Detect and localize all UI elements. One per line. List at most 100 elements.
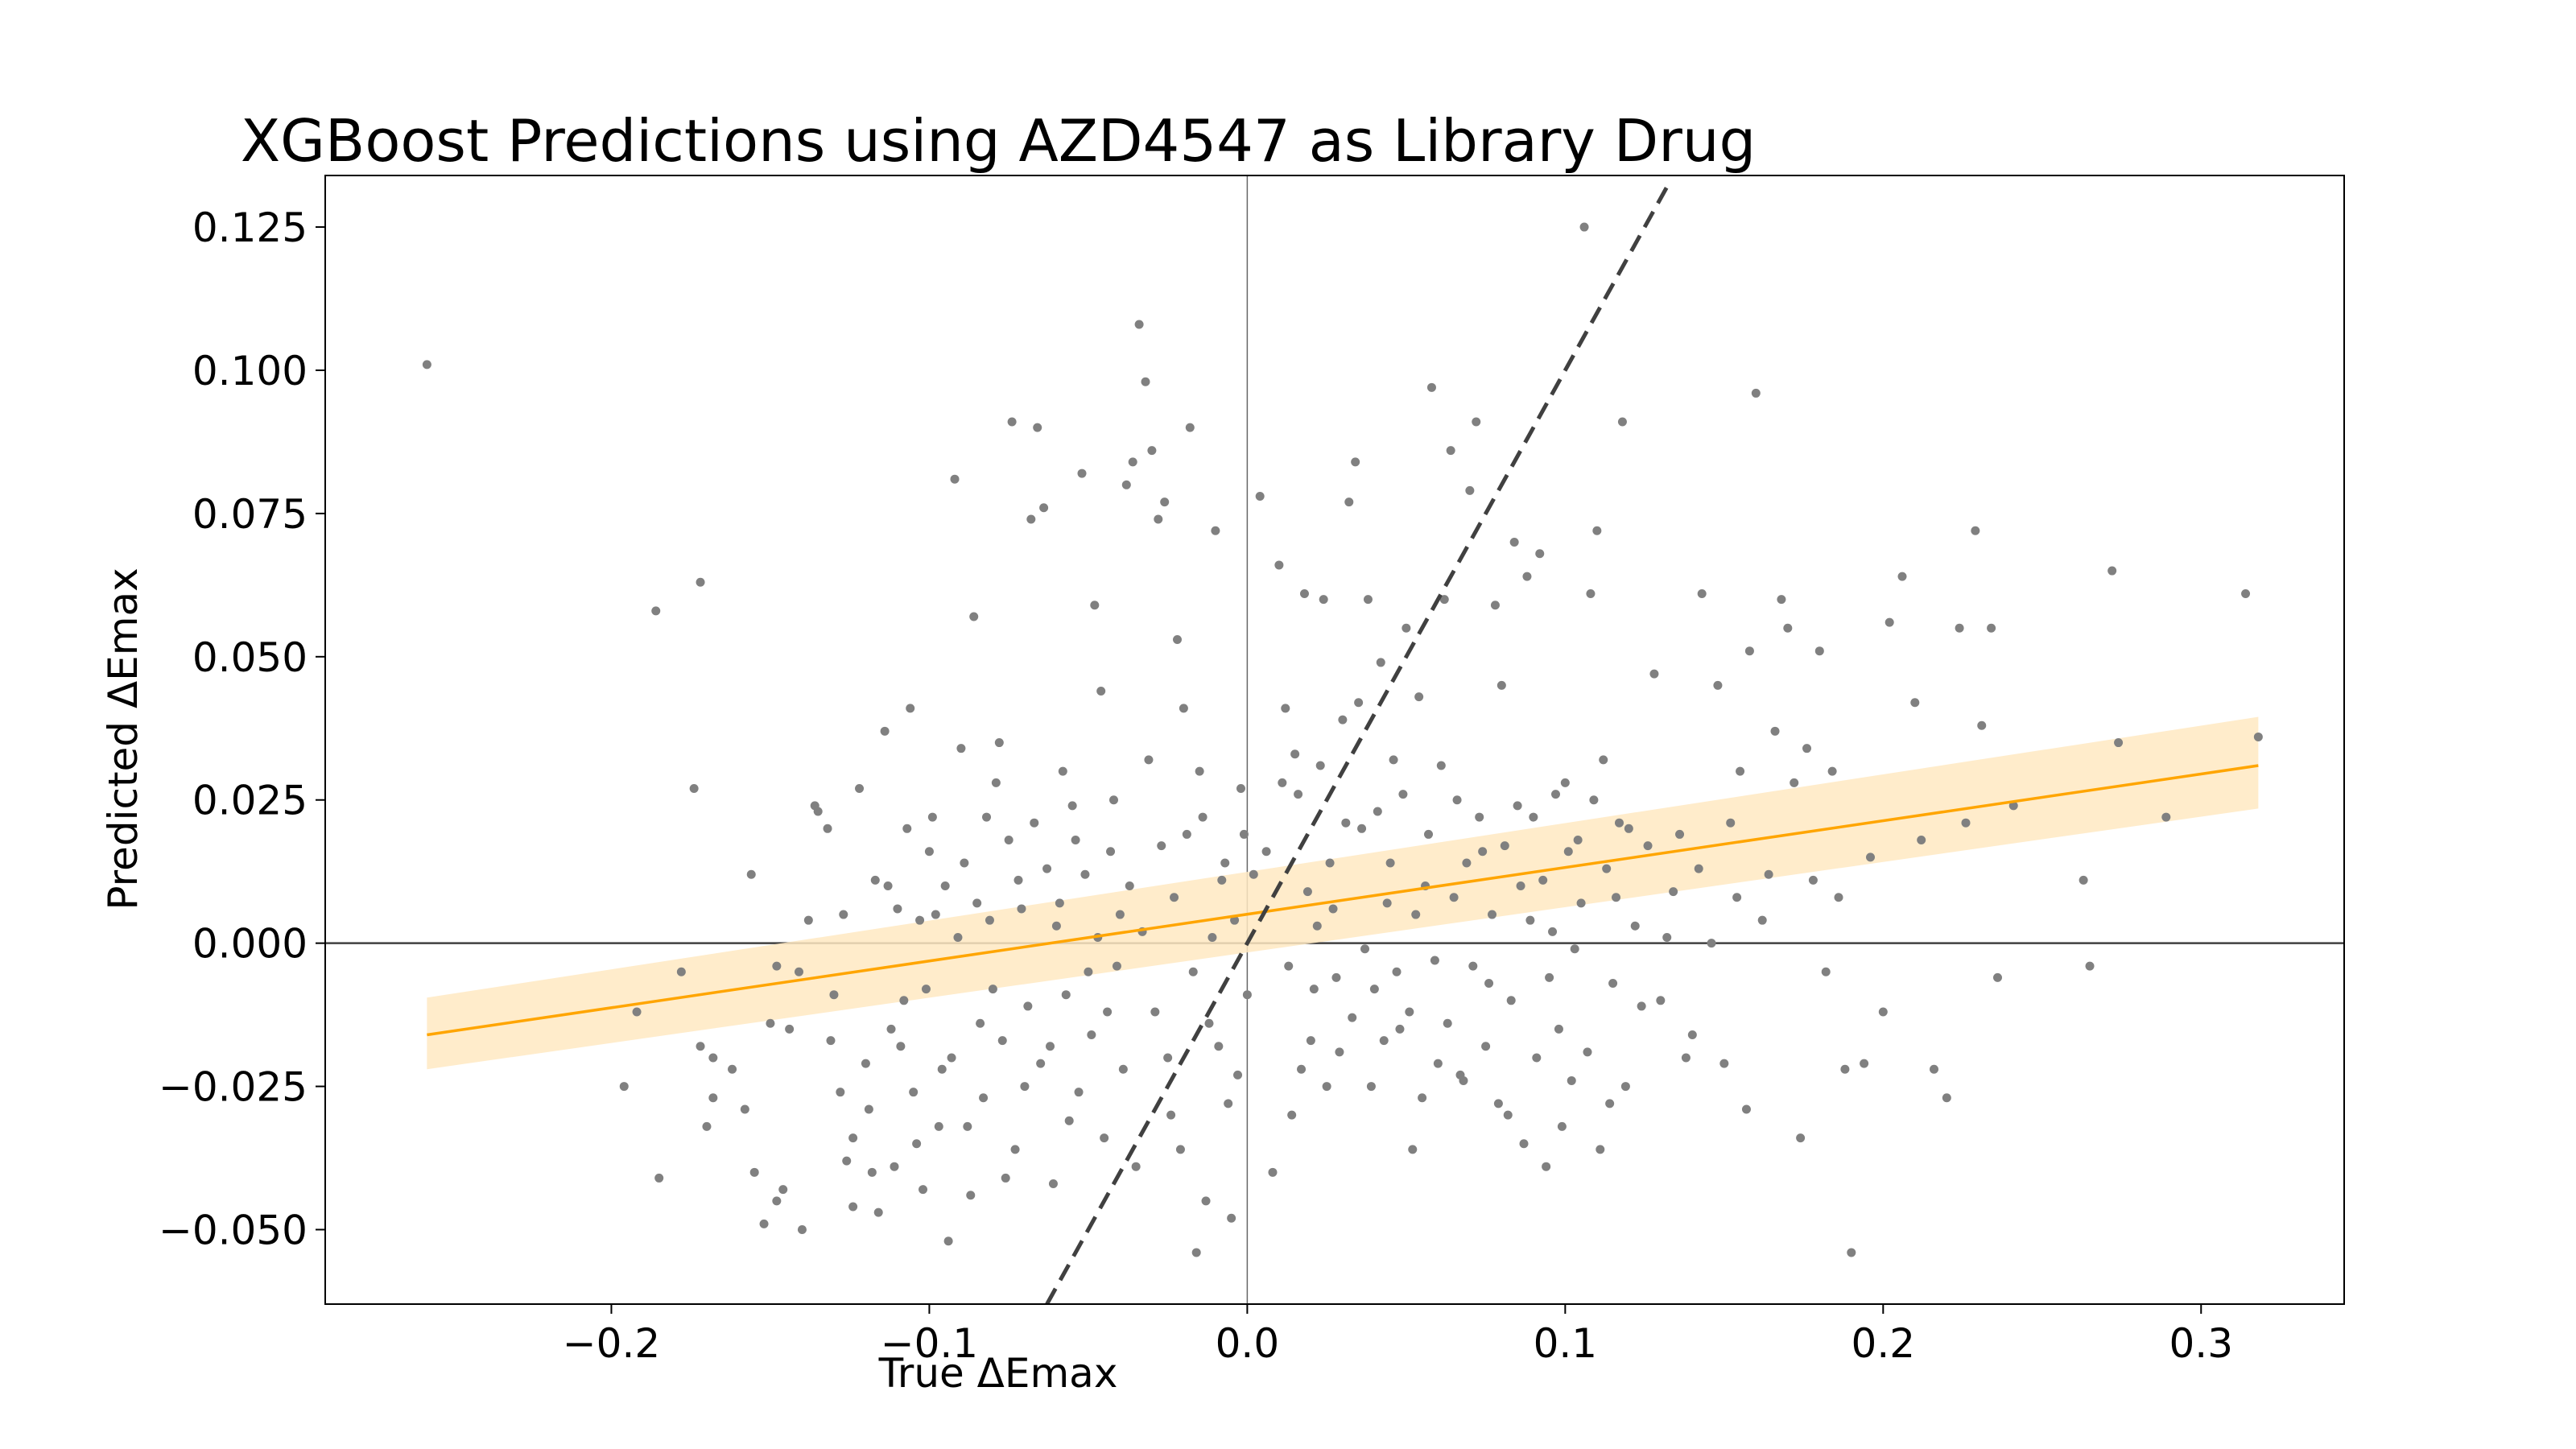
data-point [1084, 967, 1093, 976]
data-point [1278, 778, 1287, 787]
data-point [1694, 864, 1703, 873]
data-point [842, 1156, 852, 1166]
data-point [1596, 1145, 1605, 1154]
data-point [1230, 915, 1240, 925]
data-point [1608, 978, 1618, 988]
data-point [1961, 818, 1971, 828]
data-point [1268, 1167, 1278, 1177]
data-point [1182, 829, 1191, 839]
data-point [1955, 623, 1964, 633]
data-point [943, 1236, 953, 1246]
data-point [772, 961, 782, 971]
data-point [1220, 858, 1230, 868]
data-point [1026, 514, 1036, 524]
data-point [1061, 990, 1071, 1000]
data-point [1643, 841, 1653, 851]
data-point [883, 881, 893, 890]
x-tick-label: −0.2 [563, 1320, 660, 1367]
data-point [855, 783, 865, 793]
data-point [1398, 790, 1408, 799]
x-tick-label: 0.1 [1534, 1320, 1598, 1367]
y-tick-label: 0.100 [192, 348, 308, 394]
data-point [1325, 858, 1335, 868]
data-point [976, 1018, 985, 1028]
data-point [1109, 795, 1119, 805]
data-point [848, 1133, 858, 1143]
data-point [1462, 858, 1472, 868]
data-point [1204, 1018, 1214, 1028]
data-point [985, 915, 994, 925]
data-point [1840, 1064, 1850, 1074]
data-point [803, 915, 813, 925]
data-point [1814, 646, 1824, 656]
data-point [1764, 869, 1773, 879]
data-point [1418, 1093, 1427, 1103]
data-point [696, 577, 705, 587]
data-point [1719, 1059, 1729, 1068]
data-point [2008, 801, 2018, 811]
data-point [1656, 996, 1666, 1005]
data-point [1366, 1082, 1376, 1092]
data-point [1573, 836, 1583, 845]
data-point [927, 812, 937, 822]
data-point [921, 985, 931, 994]
data-point [1605, 1099, 1615, 1108]
data-point [810, 801, 819, 811]
data-point [1341, 818, 1351, 828]
data-point [1538, 875, 1548, 885]
data-point [1154, 514, 1163, 524]
data-point [1614, 818, 1624, 828]
data-point [1637, 1001, 1646, 1011]
data-point [1115, 910, 1125, 919]
data-point [708, 1053, 718, 1063]
x-tick-label: 0.3 [2169, 1320, 2234, 1367]
data-point [1519, 1139, 1529, 1149]
data-point [960, 858, 969, 868]
data-point [1188, 967, 1198, 976]
data-point [902, 824, 912, 833]
data-point [1172, 634, 1182, 644]
data-point [1506, 996, 1516, 1005]
data-point [1917, 836, 1926, 845]
data-point [1389, 755, 1398, 765]
data-point [1481, 1042, 1491, 1051]
data-point [1170, 893, 1179, 902]
data-point [1796, 1133, 1806, 1143]
data-point [1503, 1110, 1513, 1120]
data-point [778, 1185, 788, 1195]
data-point [1348, 1013, 1357, 1022]
data-point [1392, 967, 1402, 976]
data-point [1426, 382, 1436, 392]
data-point [899, 996, 909, 1005]
data-point [766, 1018, 775, 1028]
data-point [1208, 933, 1217, 943]
data-point [1472, 417, 1481, 427]
y-tick-label: 0.025 [192, 778, 308, 824]
data-point [1302, 887, 1312, 897]
data-point [1589, 795, 1599, 805]
data-point [1532, 1053, 1542, 1063]
data-point [1542, 1162, 1551, 1171]
data-point [1017, 904, 1026, 914]
data-point [1087, 1030, 1096, 1040]
plot-area [325, 175, 2344, 1304]
data-point [1373, 807, 1382, 816]
data-point [1236, 783, 1245, 793]
data-point [1847, 1248, 1856, 1257]
axes: −0.2 −0.1 0.0 0.1 0.2 0.3 −0.050 −0.025 0.000 0.0… [159, 175, 2345, 1367]
data-point [1570, 944, 1579, 954]
data-point [1744, 646, 1754, 656]
data-point [1866, 852, 1876, 862]
data-point [1436, 761, 1446, 770]
data-point [1624, 824, 1633, 833]
data-point [1335, 1047, 1344, 1057]
data-point [1465, 485, 1475, 495]
data-point [1821, 967, 1831, 976]
data-point [1048, 1179, 1058, 1189]
data-point [1548, 927, 1558, 936]
data-point [1687, 1030, 1697, 1040]
data-point [1103, 1007, 1113, 1017]
data-point [1430, 956, 1439, 965]
data-point [1726, 818, 1736, 828]
